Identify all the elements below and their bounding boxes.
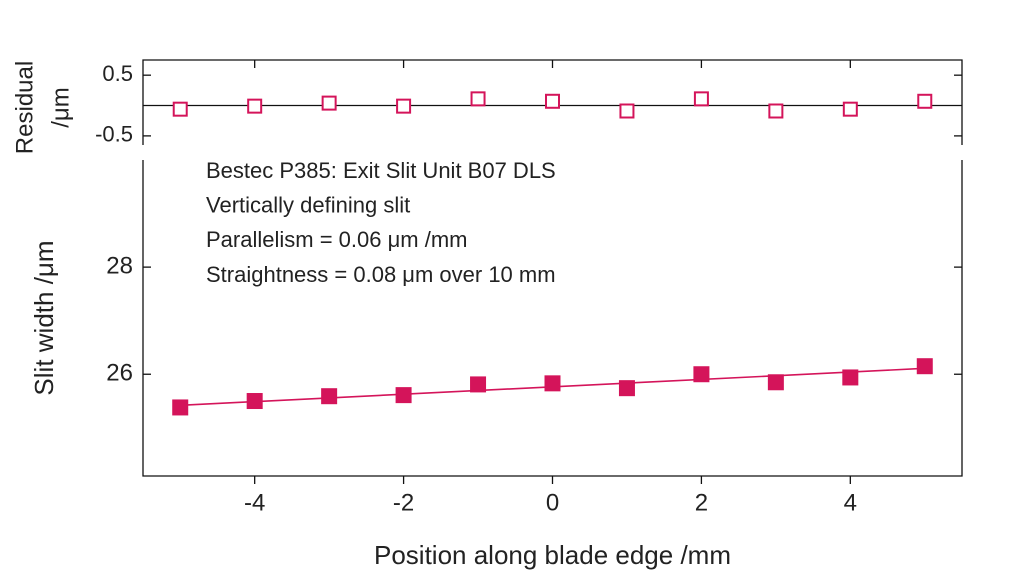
x-tick-label: 4 [844,489,857,516]
data-point [842,101,858,117]
y-tick-label: -0.5 [95,122,133,147]
data-point [544,375,561,392]
y-axis-label: Residual [11,61,38,154]
data-point [321,388,338,405]
data-point [396,98,412,114]
data-point [693,366,710,383]
data-point [172,399,189,416]
annotation: Parallelism = 0.06 μm /mm [206,227,467,252]
data-point [470,376,487,393]
data-point [246,393,263,410]
data-point [767,374,784,391]
data-point [247,98,263,114]
data-point [618,380,635,397]
annotation: Straightness = 0.08 μm over 10 mm [206,262,556,287]
y-axis-label: /μm [47,87,74,128]
x-tick-label: -2 [393,489,414,516]
x-tick-label: -4 [244,489,265,516]
data-point [470,91,486,107]
x-tick-label: 0 [546,489,559,516]
data-point [321,95,337,111]
data-point [842,369,859,386]
data-point [619,103,635,119]
data-point [395,387,412,404]
y-tick-label: 28 [106,252,133,279]
data-point [916,358,933,375]
data-point [545,93,560,109]
data-point [917,93,933,109]
x-axis-label: Position along blade edge /mm [374,540,731,570]
data-point [768,103,784,119]
y-axis-label: Slit width /μm [29,240,59,395]
x-tick-label: 2 [695,489,708,516]
data-point [172,101,188,117]
y-tick-label: 0.5 [102,61,133,86]
data-point [693,91,709,107]
annotation: Vertically defining slit [206,193,410,218]
y-tick-label: 26 [106,360,133,387]
annotation: Bestec P385: Exit Slit Unit B07 DLS [206,158,556,183]
